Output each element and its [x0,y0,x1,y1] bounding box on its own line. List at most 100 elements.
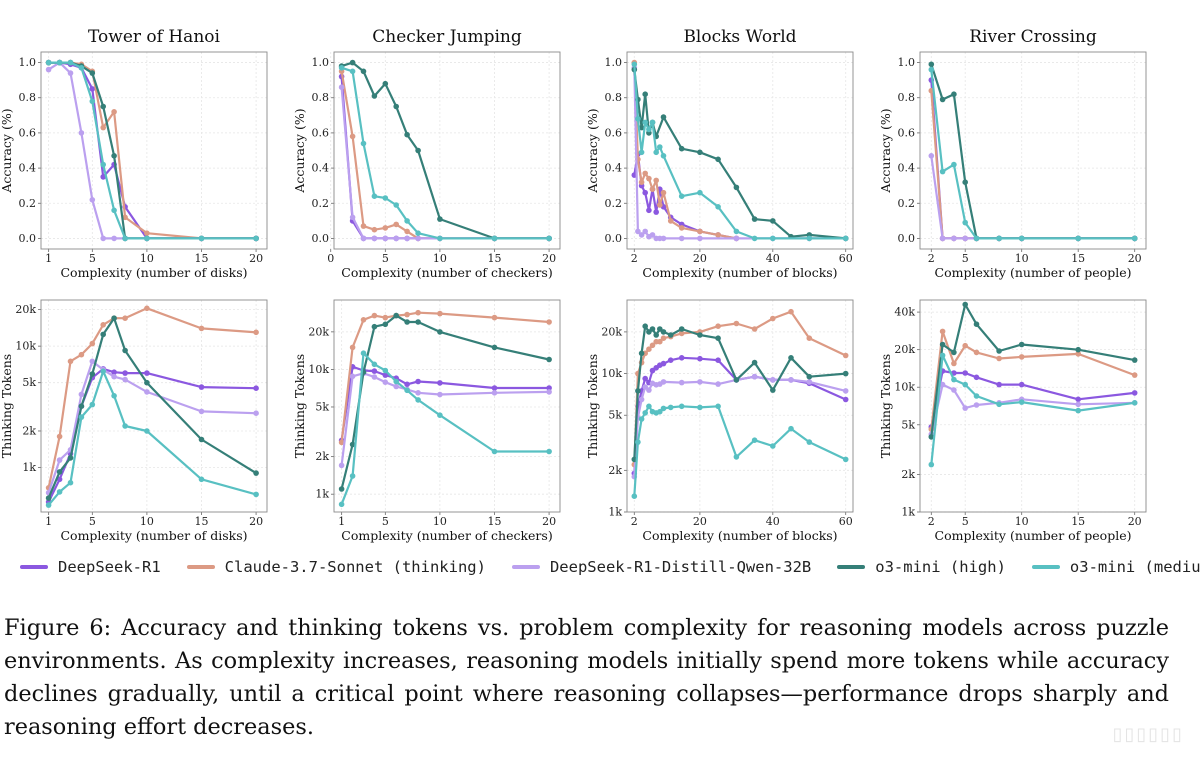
x-tick-label: 2 [631,252,638,265]
data-point [806,379,813,385]
legend-swatch [837,565,866,569]
data-point [349,441,356,448]
data-point [788,425,794,432]
data-point [751,437,758,444]
plot-area [920,52,1146,249]
data-point [437,216,443,222]
y-axis-label: Thinking Tokens [0,354,14,458]
data-point [111,369,117,376]
data-point [78,351,85,358]
data-point [111,207,117,214]
x-tick-label: 2 [631,515,638,528]
data-point [491,390,498,396]
legend-item: o3-mini (medium) [1031,558,1200,576]
data-point [338,501,345,508]
data-point [89,358,96,365]
data-point [393,383,400,390]
data-point [642,375,648,382]
data-point [660,379,667,385]
data-point [649,232,656,238]
x-tick-label: 15 [194,515,208,528]
y-axis-label: Thinking Tokens [585,354,600,458]
plot-frame [40,299,268,513]
x-axis-label: Complexity (number of checkers) [341,528,552,543]
data-point [751,359,758,366]
data-point [144,370,150,376]
data-point [546,389,552,395]
data-point [842,352,849,359]
data-point [715,156,721,163]
plot-area [334,52,560,249]
chart-panel: 0.0 0.2 0.4 0.6 0.8 1.0 2 20 40 60 Blocks World Com… [585,27,854,280]
data-point [646,346,652,353]
data-point [751,326,758,332]
x-tick-label: 20 [249,515,263,528]
data-point [338,439,345,446]
data-point [842,388,849,394]
data-point [770,218,776,224]
data-point [653,149,659,156]
data-point [546,448,552,455]
data-point [649,342,656,349]
data-point [382,225,389,231]
legend-swatch [1031,565,1060,569]
data-point [635,388,641,394]
data-point [842,235,849,242]
data-point [198,476,205,483]
y-tick-label: 2k [315,450,329,463]
y-tick-label: 0.0 [898,232,916,245]
data-point [770,443,776,449]
chart-panel: 0.0 0.2 0.4 0.6 0.8 1.0 2 5 10 15 20 River Crossing… [878,27,1147,280]
data-point [770,235,776,242]
data-point [642,189,648,196]
data-point [697,189,703,196]
legend-label: DeepSeek-R1 [58,558,161,576]
y-tick-label: 0.2 [605,197,623,210]
data-point [404,228,410,235]
data-point [1131,390,1138,396]
data-point [198,235,205,242]
data-point [491,344,498,351]
data-point [715,381,721,387]
data-point [253,329,259,336]
data-point [631,493,638,500]
data-point [45,502,52,508]
data-point [653,332,659,338]
x-axis-label: Complexity (number of blocks) [642,528,837,543]
data-point [642,228,648,235]
data-point [939,341,946,348]
x-tick-label: 10 [433,515,447,528]
y-tick-label: 1k [315,488,329,501]
data-point [349,214,356,221]
data-point [928,61,935,68]
data-point [770,387,776,393]
x-tick-label: 20 [249,252,263,265]
data-point [635,116,641,122]
data-point [733,454,740,460]
y-tick-label: 20k [15,303,36,316]
data-point [382,379,389,386]
data-point [67,479,74,486]
data-point [404,311,410,318]
x-tick-label: 40 [766,515,780,528]
data-point [1131,357,1138,363]
data-point [100,124,106,131]
data-point [657,144,663,150]
data-point [660,360,667,367]
data-point [715,335,721,342]
data-point [404,319,410,325]
data-point [122,376,128,383]
chart-title: Tower of Hanoi [88,27,220,47]
x-tick-label: 10 [1015,252,1029,265]
legend-swatch [20,565,48,569]
data-point [45,59,52,66]
x-tick-label: 15 [487,515,501,528]
y-tick-label: 0.0 [19,232,37,245]
y-tick-label: 0.6 [605,126,623,139]
data-point [667,357,674,364]
x-tick-label: 5 [962,252,969,265]
